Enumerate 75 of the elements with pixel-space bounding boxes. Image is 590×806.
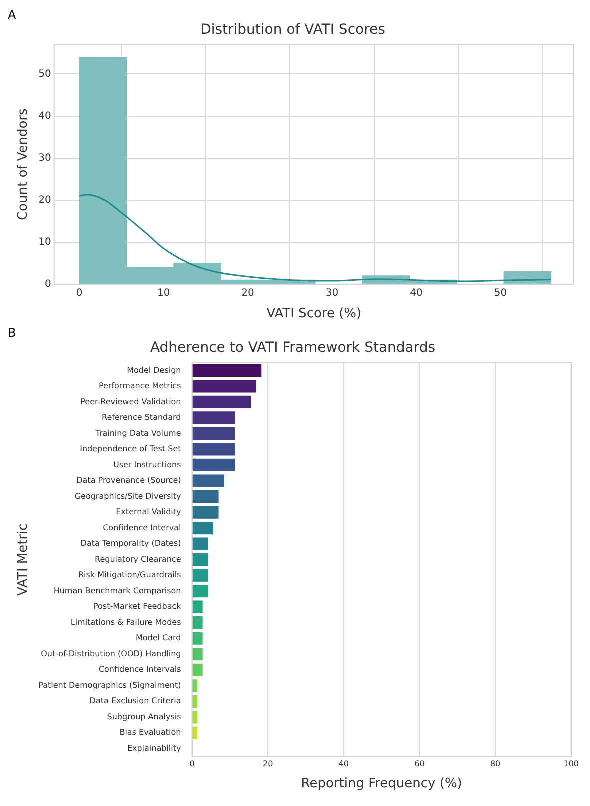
x-tick-label: 50	[494, 288, 508, 299]
bar	[192, 711, 198, 724]
y-tick-label: 40	[38, 110, 52, 122]
y-axis-title: Count of Vendors	[16, 108, 32, 221]
y-tick-label: 0	[44, 278, 52, 290]
y-tick-label: Regulatory Clearance	[95, 554, 182, 564]
y-tick-label: User Instructions	[113, 460, 182, 470]
bar	[192, 616, 203, 630]
x-tick-label: 20	[262, 760, 274, 769]
x-tick-label: 40	[410, 288, 423, 299]
x-tick-label: 20	[242, 288, 254, 299]
x-tick-label: 100	[564, 760, 580, 769]
bar	[192, 506, 219, 519]
y-tick-label: 50	[38, 68, 52, 80]
bar	[192, 522, 214, 535]
y-tick-label: Human Benchmark Comparison	[54, 586, 182, 596]
bar	[192, 538, 208, 550]
chart-title: Distribution of VATI Scores	[200, 22, 386, 38]
y-tick-label: Patient Demographics (Signalment)	[38, 680, 182, 690]
y-tick-label: Geographics/Site Diversity	[74, 492, 182, 501]
bar	[192, 695, 198, 708]
y-tick-label: Confidence Intervals	[98, 665, 182, 674]
y-tick-label: Limitations & Failure Modes	[70, 618, 182, 627]
x-tick-label: 10	[157, 288, 170, 299]
y-tick-label: 30	[38, 152, 52, 164]
text: B	[8, 326, 16, 340]
chart-title: Adherence to VATI Framework Standards	[150, 340, 436, 356]
bar	[192, 427, 236, 440]
y-tick-label: Independence of Test Set	[80, 444, 182, 454]
y-tick-label: Model Design	[127, 366, 182, 375]
bar	[192, 664, 203, 676]
bar	[192, 569, 208, 582]
bar	[192, 396, 252, 409]
x-tick-label: 0	[190, 760, 195, 769]
bar	[192, 380, 256, 393]
y-tick-label: Training Data Volume	[94, 428, 182, 438]
y-tick-label: Risk Mitigation/Guardrails	[78, 570, 182, 580]
y-tick-label: Explainability	[127, 744, 182, 753]
bar	[192, 443, 236, 456]
y-tick-label: Data Provenance (Source)	[76, 476, 182, 486]
bar	[192, 364, 262, 377]
x-tick-label: 60	[414, 760, 425, 769]
x-tick-label: 40	[338, 760, 349, 769]
bar	[192, 474, 224, 488]
y-tick-label: Data Exclusion Criteria	[90, 696, 182, 706]
x-tick-label: 80	[490, 760, 501, 769]
y-tick-label: 20	[38, 194, 52, 206]
bar	[192, 600, 203, 614]
x-axis-title: VATI Score (%)	[266, 306, 362, 322]
bar	[192, 680, 198, 692]
y-tick-label: Post-Market Feedback	[93, 602, 182, 612]
text: A	[8, 8, 16, 22]
line-series	[78, 194, 552, 282]
y-tick-label: Bias Evaluation	[120, 728, 182, 738]
y-tick-label: Peer-Reviewed Validation	[80, 397, 182, 406]
y-tick-label: 10	[38, 236, 52, 248]
bar	[192, 458, 236, 472]
y-axis-title: VATI Metric	[16, 524, 32, 596]
y-tick-label: Subgroup Analysis	[107, 712, 182, 722]
y-tick-label: Out-of-Distribution (OOD) Handling	[41, 649, 182, 658]
y-tick-label: Reference Standard	[102, 413, 182, 422]
bar	[192, 726, 198, 740]
x-tick-label: 30	[326, 288, 339, 299]
bar	[192, 553, 208, 566]
y-tick-label: Model Card	[136, 634, 182, 643]
bar	[192, 585, 208, 598]
bar	[192, 412, 236, 424]
bar	[192, 632, 203, 645]
bar	[192, 648, 203, 661]
x-axis-title: Reporting Frequency (%)	[301, 776, 462, 792]
bar	[192, 490, 219, 504]
y-tick-label: Confidence Interval	[103, 523, 182, 532]
y-tick-label: External Validity	[116, 508, 182, 517]
y-tick-label: Performance Metrics	[98, 382, 182, 391]
y-tick-label: Data Temporality (Dates)	[80, 539, 182, 548]
